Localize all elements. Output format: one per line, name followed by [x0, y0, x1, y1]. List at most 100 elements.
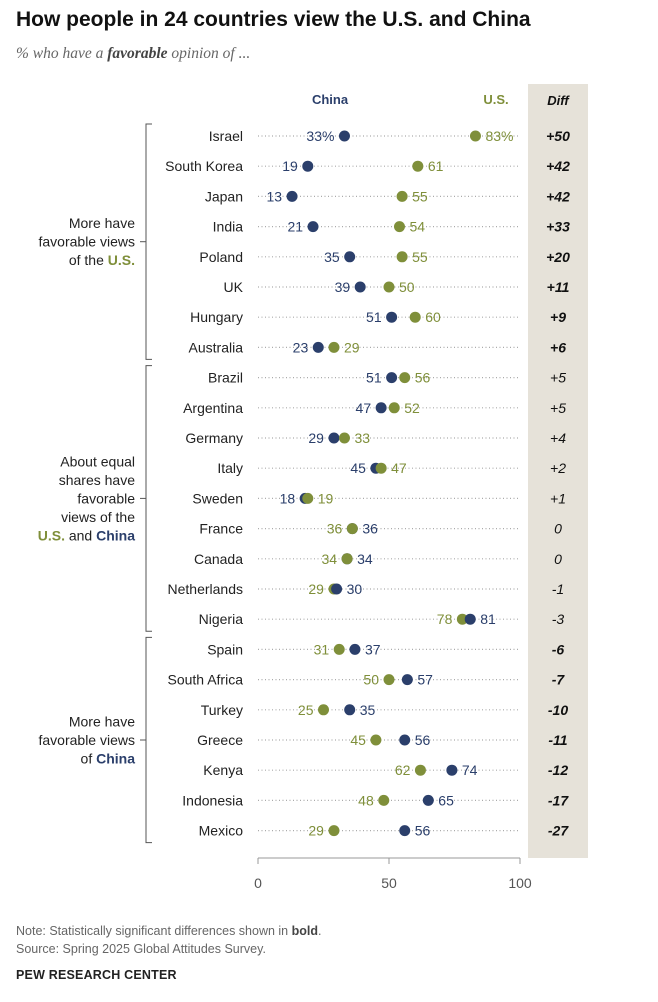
- group-label-line: favorable: [77, 490, 135, 506]
- chart-title: How people in 24 countries view the U.S.…: [16, 8, 531, 31]
- group-bracket: [145, 365, 152, 632]
- china-value-label: 19: [282, 158, 298, 174]
- footnote: Note: Statistically significant differen…: [16, 924, 321, 938]
- us-dot: [469, 130, 481, 142]
- diff-value: +42: [546, 158, 570, 174]
- us-value-label: 29: [344, 339, 360, 355]
- country-label: Israel: [209, 128, 243, 144]
- china-dot: [307, 221, 319, 233]
- us-value-label: 19: [318, 490, 334, 506]
- x-tick-label: 50: [381, 875, 397, 891]
- country-label: Nigeria: [199, 611, 244, 627]
- us-value-label: 29: [308, 581, 324, 597]
- china-dot: [312, 341, 324, 353]
- group-label-line: views of the: [61, 509, 135, 525]
- legend-china: China: [312, 92, 349, 107]
- country-label: UK: [224, 279, 244, 295]
- group-label-line: favorable views: [39, 732, 136, 748]
- diff-value: -11: [548, 732, 567, 748]
- subtitle-suffix: opinion of ...: [167, 45, 251, 62]
- china-dot: [401, 674, 413, 686]
- us-value-label: 54: [409, 219, 425, 235]
- diff-value: +5: [550, 400, 566, 416]
- diff-value: +50: [546, 128, 570, 144]
- country-label: France: [199, 521, 243, 537]
- china-value-label: 35: [324, 249, 340, 265]
- us-dot: [409, 311, 421, 323]
- group-label-segment: About equal: [60, 453, 135, 469]
- china-value-label: 37: [365, 641, 381, 657]
- china-value-label: 45: [350, 460, 366, 476]
- china-dot: [446, 764, 458, 776]
- diff-value: +1: [550, 490, 566, 506]
- us-dot: [375, 462, 387, 474]
- us-value-label: 61: [428, 158, 444, 174]
- group-label-line: U.S. and China: [38, 527, 135, 543]
- country-label: Poland: [199, 249, 243, 265]
- us-value-label: 62: [395, 762, 411, 778]
- china-value-label: 33%: [306, 128, 334, 144]
- us-dot: [338, 432, 350, 444]
- china-dot: [344, 251, 356, 263]
- country-label: Greece: [197, 732, 243, 748]
- us-dot: [456, 613, 468, 625]
- china-value-label: 47: [356, 400, 372, 416]
- us-dot: [396, 251, 408, 263]
- x-tick-label: 0: [254, 875, 262, 891]
- us-dot: [412, 160, 424, 172]
- group-label-segment: of: [81, 751, 97, 767]
- us-value-label: 29: [308, 823, 324, 839]
- chart-subtitle: % who have a favorable opinion of ...: [16, 45, 250, 63]
- china-value-label: 36: [362, 521, 378, 537]
- us-value-label: 25: [298, 702, 314, 718]
- country-label: Netherlands: [168, 581, 244, 597]
- us-value-label: 50: [363, 672, 379, 688]
- group-label-line: About equal: [60, 453, 135, 469]
- china-dot: [399, 825, 411, 837]
- diff-value: +2: [550, 460, 566, 476]
- us-dot: [341, 553, 353, 565]
- china-value-label: 81: [480, 611, 496, 627]
- us-value-label: 78: [437, 611, 453, 627]
- china-value-label: 56: [415, 732, 431, 748]
- china-dot: [375, 402, 387, 414]
- country-label: Sweden: [192, 490, 243, 506]
- us-value-label: 36: [327, 521, 343, 537]
- diff-value: +42: [546, 188, 570, 204]
- us-dot: [346, 523, 358, 535]
- diff-value: -1: [552, 581, 564, 597]
- us-dot: [388, 402, 400, 414]
- china-value-label: 29: [308, 430, 324, 446]
- group-label-line: shares have: [59, 472, 135, 488]
- group-label-line: More have: [69, 714, 135, 730]
- us-value-label: 52: [404, 400, 420, 416]
- us-dot: [383, 674, 395, 686]
- us-dot: [399, 372, 411, 384]
- group-label-segment: favorable views: [39, 234, 136, 250]
- us-value-label: 50: [399, 279, 415, 295]
- country-label: Kenya: [203, 762, 243, 778]
- china-dot: [302, 160, 314, 172]
- china-value-label: 21: [287, 219, 303, 235]
- china-dot: [338, 130, 350, 142]
- country-label: South Africa: [168, 672, 244, 688]
- china-value-label: 57: [417, 672, 433, 688]
- us-dot: [393, 221, 405, 233]
- us-dot: [370, 734, 382, 746]
- group-label-segment: China: [96, 751, 135, 767]
- country-label: Canada: [194, 551, 243, 567]
- group-label-segment: U.S.: [108, 252, 135, 268]
- country-label: Spain: [207, 641, 243, 657]
- us-value-label: 55: [412, 188, 428, 204]
- china-dot: [386, 311, 398, 323]
- us-dot: [302, 492, 314, 504]
- us-value-label: 33: [354, 430, 370, 446]
- diff-value: -17: [548, 792, 569, 808]
- us-dot: [333, 643, 345, 655]
- group-bracket: [145, 123, 152, 360]
- china-value-label: 35: [360, 702, 376, 718]
- us-value-label: 48: [358, 792, 374, 808]
- group-label-segment: favorable views: [39, 732, 136, 748]
- us-dot: [328, 825, 340, 837]
